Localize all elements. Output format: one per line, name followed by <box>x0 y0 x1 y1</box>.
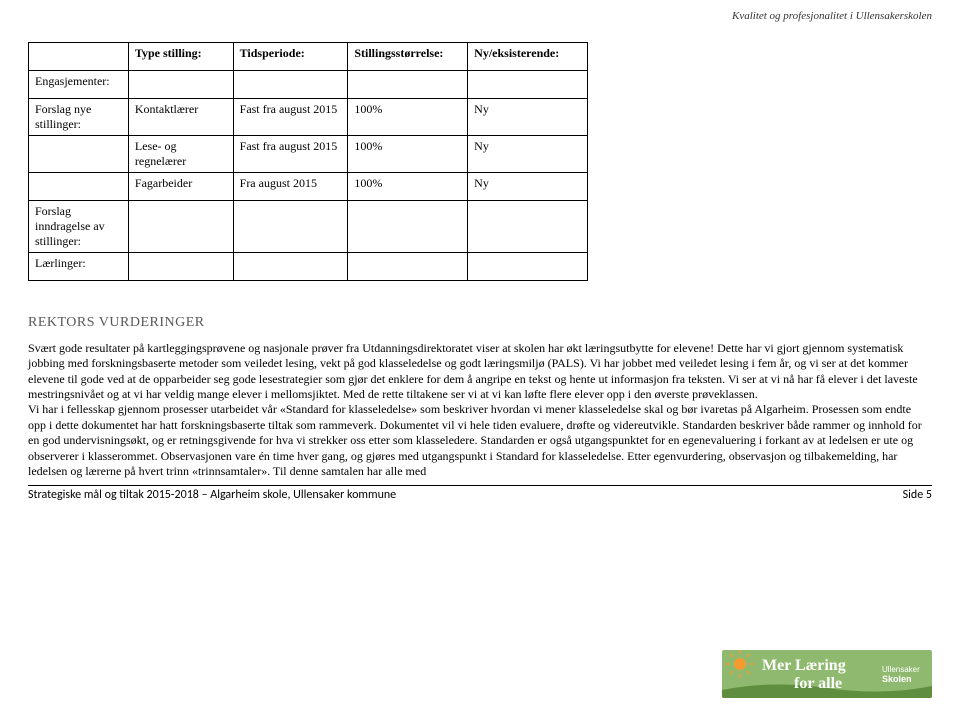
header-type: Type stilling: <box>128 43 233 71</box>
cell-size: 100% <box>348 99 468 136</box>
table-row: Forslag nye stillinger: Kontaktlærer Fas… <box>29 99 588 136</box>
header-nyeks: Ny/eksisterende: <box>468 43 588 71</box>
cell-nyeks: Ny <box>468 173 588 201</box>
row-label: Forslag nye stillinger: <box>29 99 129 136</box>
header-tagline: Kvalitet og profesjonalitet i Ullensaker… <box>732 10 932 22</box>
header-blank <box>29 43 129 71</box>
cell-period: Fra august 2015 <box>233 173 348 201</box>
cell-period: Fast fra august 2015 <box>233 99 348 136</box>
cell-period: Fast fra august 2015 <box>233 136 348 173</box>
table-row: Lærlinger: <box>29 253 588 281</box>
page-footer: Strategiske mål og tiltak 2015-2018 – Al… <box>28 485 932 502</box>
body-paragraph: Svært gode resultater på kartleggingsprø… <box>28 341 932 479</box>
cell-period <box>233 201 348 253</box>
cell-type: Fagarbeider <box>128 173 233 201</box>
cell-type <box>128 253 233 281</box>
table-row: Forslag inndragelse av stillinger: <box>29 201 588 253</box>
footer-banner: Mer Læring for alle Ullensaker Skolen <box>722 650 932 698</box>
cell-nyeks <box>468 201 588 253</box>
row-label: Forslag inndragelse av stillinger: <box>29 201 129 253</box>
footer-left: Strategiske mål og tiltak 2015-2018 – Al… <box>28 488 396 502</box>
svg-text:for alle: for alle <box>794 675 842 692</box>
row-label: Lærlinger: <box>29 253 129 281</box>
cell-type: Kontaktlærer <box>128 99 233 136</box>
cell-size <box>348 71 468 99</box>
svg-text:Skolen: Skolen <box>882 674 912 684</box>
row-label <box>29 136 129 173</box>
cell-size <box>348 201 468 253</box>
cell-nyeks <box>468 253 588 281</box>
cell-size: 100% <box>348 173 468 201</box>
section-title: REKTORS VURDERINGER <box>28 315 932 331</box>
cell-size <box>348 253 468 281</box>
cell-type: Lese- og regnelærer <box>128 136 233 173</box>
svg-text:Ullensaker: Ullensaker <box>882 665 920 674</box>
row-label: Engasjementer: <box>29 71 129 99</box>
footer-right: Side 5 <box>903 488 932 502</box>
cell-period <box>233 71 348 99</box>
header-size: Stillingsstørrelse: <box>348 43 468 71</box>
cell-type <box>128 201 233 253</box>
table-row: Engasjementer: <box>29 71 588 99</box>
row-label <box>29 173 129 201</box>
table-row: Lese- og regnelærer Fast fra august 2015… <box>29 136 588 173</box>
cell-size: 100% <box>348 136 468 173</box>
cell-nyeks: Ny <box>468 136 588 173</box>
cell-type <box>128 71 233 99</box>
header-period: Tidsperiode: <box>233 43 348 71</box>
cell-nyeks <box>468 71 588 99</box>
staffing-table: Type stilling: Tidsperiode: Stillingsstø… <box>28 42 588 281</box>
svg-text:Mer Læring: Mer Læring <box>762 657 846 674</box>
cell-period <box>233 253 348 281</box>
table-row: Fagarbeider Fra august 2015 100% Ny <box>29 173 588 201</box>
table-header-row: Type stilling: Tidsperiode: Stillingsstø… <box>29 43 588 71</box>
cell-nyeks: Ny <box>468 99 588 136</box>
